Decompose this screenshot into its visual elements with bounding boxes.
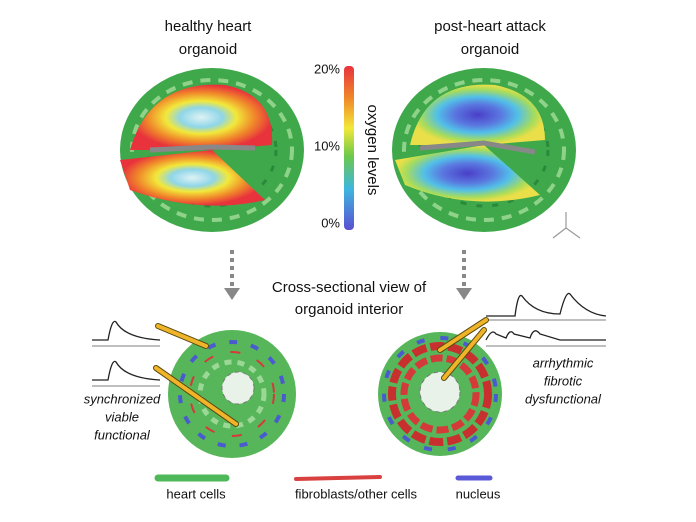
colorbar-label: oxygen levels xyxy=(364,105,381,196)
damaged-section xyxy=(378,332,502,456)
caption: Cross-sectional view of xyxy=(272,279,427,296)
colorbar-tick: 20% xyxy=(314,61,340,76)
pointer-arrow xyxy=(154,318,488,426)
down-arrow xyxy=(230,250,466,288)
legend-label: fibroblasts/other cells xyxy=(295,486,418,501)
title: organoid xyxy=(179,41,237,58)
healthy-organoid xyxy=(120,68,304,232)
legend-swatch xyxy=(294,475,382,481)
arrow-head xyxy=(456,288,472,300)
axis-icon xyxy=(552,212,581,239)
note: fibrotic xyxy=(544,373,583,388)
note: viable xyxy=(105,409,139,424)
colorbar-tick: 0% xyxy=(321,215,340,230)
note: synchronized xyxy=(84,391,161,406)
damaged-organoid xyxy=(392,68,576,232)
healthy-section xyxy=(168,330,296,458)
legend-label: nucleus xyxy=(456,486,501,501)
note: functional xyxy=(94,427,151,442)
caption: organoid interior xyxy=(295,301,403,318)
colorbar xyxy=(344,66,354,230)
arrow-head xyxy=(224,288,240,300)
title: healthy heart xyxy=(165,18,253,35)
colorbar-tick: 10% xyxy=(314,138,340,153)
legend-label: heart cells xyxy=(166,486,226,501)
title: post-heart attack xyxy=(434,18,546,35)
note: arrhythmic xyxy=(533,355,594,370)
title: organoid xyxy=(461,41,519,58)
note: dysfunctional xyxy=(525,391,602,406)
trace xyxy=(92,292,607,387)
